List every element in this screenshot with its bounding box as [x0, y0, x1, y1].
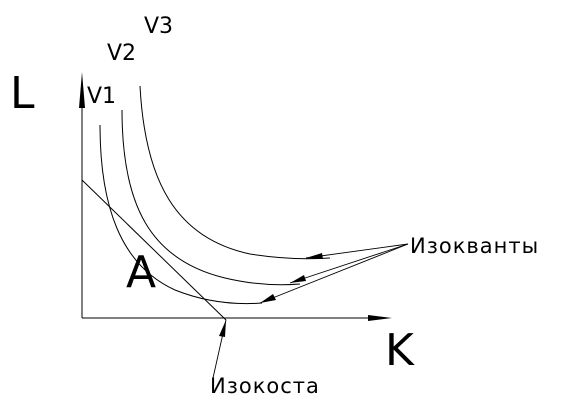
isoquant-v3 — [139, 85, 331, 260]
isoquant-label-v2: V2 — [107, 41, 136, 66]
isoquant-v1 — [99, 124, 263, 305]
isoquants-leader-v3 — [305, 243, 409, 259]
isoquants-leader-v2-arrowhead — [290, 275, 306, 283]
x-axis-label: K — [385, 325, 415, 376]
isoquants-leader-v1-arrowhead — [260, 294, 276, 303]
isoquants-leader-v1 — [259, 243, 409, 304]
isoquants-leader-v2 — [289, 243, 409, 284]
x-axis-arrowhead — [368, 315, 392, 321]
isoquant-label-v3: V3 — [144, 14, 173, 39]
isoquants-leader-v3-arrowhead — [306, 253, 323, 259]
y-axis-label: L — [10, 68, 35, 119]
isocost-leader-arrowhead — [219, 320, 226, 337]
isoquants-annotation: Изокванты — [410, 234, 539, 258]
isoquant-label-v1: V1 — [87, 84, 116, 109]
isocost-line — [81, 179, 227, 321]
isocost-annotation: Изокоста — [210, 374, 320, 398]
tangency-point-label: A — [126, 247, 156, 298]
y-axis-arrowhead — [79, 72, 85, 108]
isoquant-v2 — [121, 109, 301, 286]
